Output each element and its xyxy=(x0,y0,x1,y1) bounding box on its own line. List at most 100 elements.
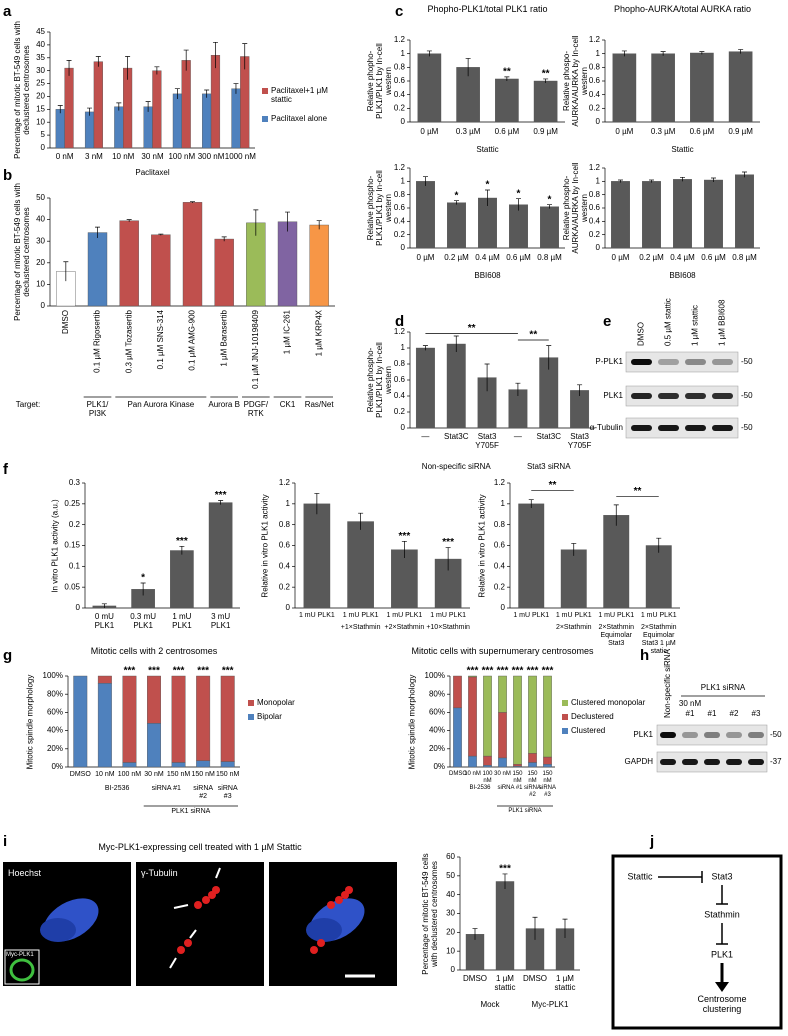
legend-label: Bipolar xyxy=(257,712,282,721)
x-tick-label: 0.2 µM xyxy=(444,253,469,262)
bar xyxy=(143,106,153,149)
y-tick-label: 1.2 xyxy=(279,478,291,487)
row-label: PLK1 xyxy=(603,391,623,400)
node: PLK1 xyxy=(711,949,733,959)
x-tick-label: 10 nM xyxy=(112,152,135,161)
blot-strip xyxy=(656,724,768,746)
y-axis-label: Relative phospho-PLK1/PLK1 by In-cell we… xyxy=(366,170,394,246)
x-tick-label: DMSO xyxy=(61,310,70,334)
y-tick-label: 20% xyxy=(429,744,445,753)
error-bar xyxy=(101,603,107,608)
x-tick-label: 150 nM xyxy=(542,771,553,784)
group-label: siRNA #1 xyxy=(497,785,523,791)
bar xyxy=(533,80,558,123)
bar xyxy=(495,881,515,971)
y-tick-label: 50 xyxy=(36,193,45,202)
x-tick-label: 1 µM stattic xyxy=(494,974,516,993)
x-tick-label: 150 nM xyxy=(512,771,523,784)
y-tick-label: 40 xyxy=(36,40,45,49)
bar xyxy=(543,675,552,758)
bar xyxy=(417,53,442,123)
panel-label: c xyxy=(395,3,403,20)
x-tick-label: 1 µM KRP4X xyxy=(314,309,323,356)
centrosome xyxy=(184,939,192,947)
bar xyxy=(483,764,492,768)
y-tick-label: 0.6 xyxy=(394,76,406,85)
channel-label: Hoechst xyxy=(8,868,42,878)
x-tick-label: 1 mU PLK1 xyxy=(598,612,635,619)
x-tick-label: 30 nM xyxy=(141,152,164,161)
significance: *** xyxy=(542,666,554,677)
blot-band xyxy=(660,759,676,765)
y-axis-label: Relative in vitro PLK1 activity xyxy=(477,493,487,598)
category-note: +1×Stathmin xyxy=(340,624,381,631)
x-tick-label: Stat3C xyxy=(444,432,469,441)
group-label: PLK1 siRNA xyxy=(171,808,211,815)
target: Pan Aurora Kinase xyxy=(127,400,195,409)
bar xyxy=(495,78,519,123)
bar xyxy=(182,202,203,307)
error-bar xyxy=(221,236,227,242)
panel-label: a xyxy=(3,3,12,20)
lane-label: Non-specific siRNA xyxy=(663,648,672,718)
y-tick-label: 1.2 xyxy=(394,327,406,336)
bar xyxy=(603,515,630,609)
significance: *** xyxy=(482,666,494,677)
bar xyxy=(528,762,537,768)
bar xyxy=(690,52,714,123)
bar xyxy=(122,675,137,763)
x-axis-label: BBI608 xyxy=(669,271,696,280)
y-tick-label: 10 xyxy=(446,946,455,955)
x-tick-label: 0.4 µM xyxy=(670,253,695,262)
blot-band xyxy=(631,393,652,399)
micrograph xyxy=(136,862,264,986)
y-tick-label: 60% xyxy=(429,708,445,717)
legend-swatch xyxy=(562,728,568,734)
bar xyxy=(220,761,235,768)
lane-label: #1 xyxy=(686,709,695,718)
y-axis-label: Relative phospho-AURKA/AURKA by In-cell … xyxy=(562,162,590,254)
y-tick-label: 0.8 xyxy=(394,190,406,199)
error-bar xyxy=(140,582,146,596)
x-tick-label: 0 µM xyxy=(416,253,435,262)
centrosome xyxy=(335,896,343,904)
y-tick-label: 0.4 xyxy=(494,561,506,570)
blot-band xyxy=(685,393,706,399)
panel-label: b xyxy=(3,167,12,184)
image-title: Myc-PLK1-expressing cell treated with 1 … xyxy=(98,842,302,852)
y-tick-label: 1 xyxy=(286,499,291,508)
y-tick-label: 0.8 xyxy=(279,520,291,529)
row-label: PLK1 xyxy=(633,730,653,739)
group-label: siRNA #3 xyxy=(217,785,238,801)
x-tick-label: Stat3 Y705F xyxy=(567,432,592,451)
significance: *** xyxy=(512,666,524,677)
x-tick-label: DMSO xyxy=(449,771,467,777)
arrow xyxy=(173,904,189,909)
blot-strip xyxy=(625,351,739,373)
error-bar xyxy=(528,499,534,508)
x-tick-label: 3 mU PLK1 xyxy=(210,612,231,631)
bar xyxy=(196,675,211,761)
legend-swatch xyxy=(248,700,254,706)
x-tick-label: 10 nM xyxy=(95,771,115,778)
y-tick-label: 0.25 xyxy=(64,499,80,508)
error-bar xyxy=(711,177,716,182)
error-bar xyxy=(253,209,259,236)
bar xyxy=(64,67,74,149)
significance: *** xyxy=(148,666,160,677)
bar xyxy=(391,549,418,609)
y-tick-label: 0.4 xyxy=(394,216,406,225)
bar xyxy=(147,675,161,724)
inset-cell xyxy=(9,958,35,982)
group-label: PLK1 siRNA xyxy=(701,683,746,692)
y-tick-label: 0 xyxy=(451,965,456,974)
bar xyxy=(483,755,492,766)
y-tick-label: 40 xyxy=(36,215,45,224)
y-tick-label: 0.6 xyxy=(279,541,291,550)
y-tick-label: 0.8 xyxy=(394,359,406,368)
y-tick-label: 1 xyxy=(501,499,506,508)
blot-band xyxy=(726,732,742,738)
bar xyxy=(196,760,211,768)
y-tick-label: 0% xyxy=(433,762,445,771)
